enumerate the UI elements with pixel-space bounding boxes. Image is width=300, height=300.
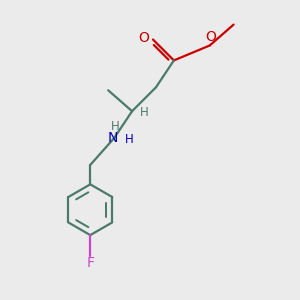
Text: H: H (140, 106, 149, 119)
Text: O: O (138, 31, 149, 45)
Text: H: H (111, 120, 120, 133)
Text: N: N (107, 131, 118, 145)
Text: O: O (205, 29, 216, 44)
Text: H: H (125, 133, 134, 146)
Text: F: F (86, 256, 94, 270)
